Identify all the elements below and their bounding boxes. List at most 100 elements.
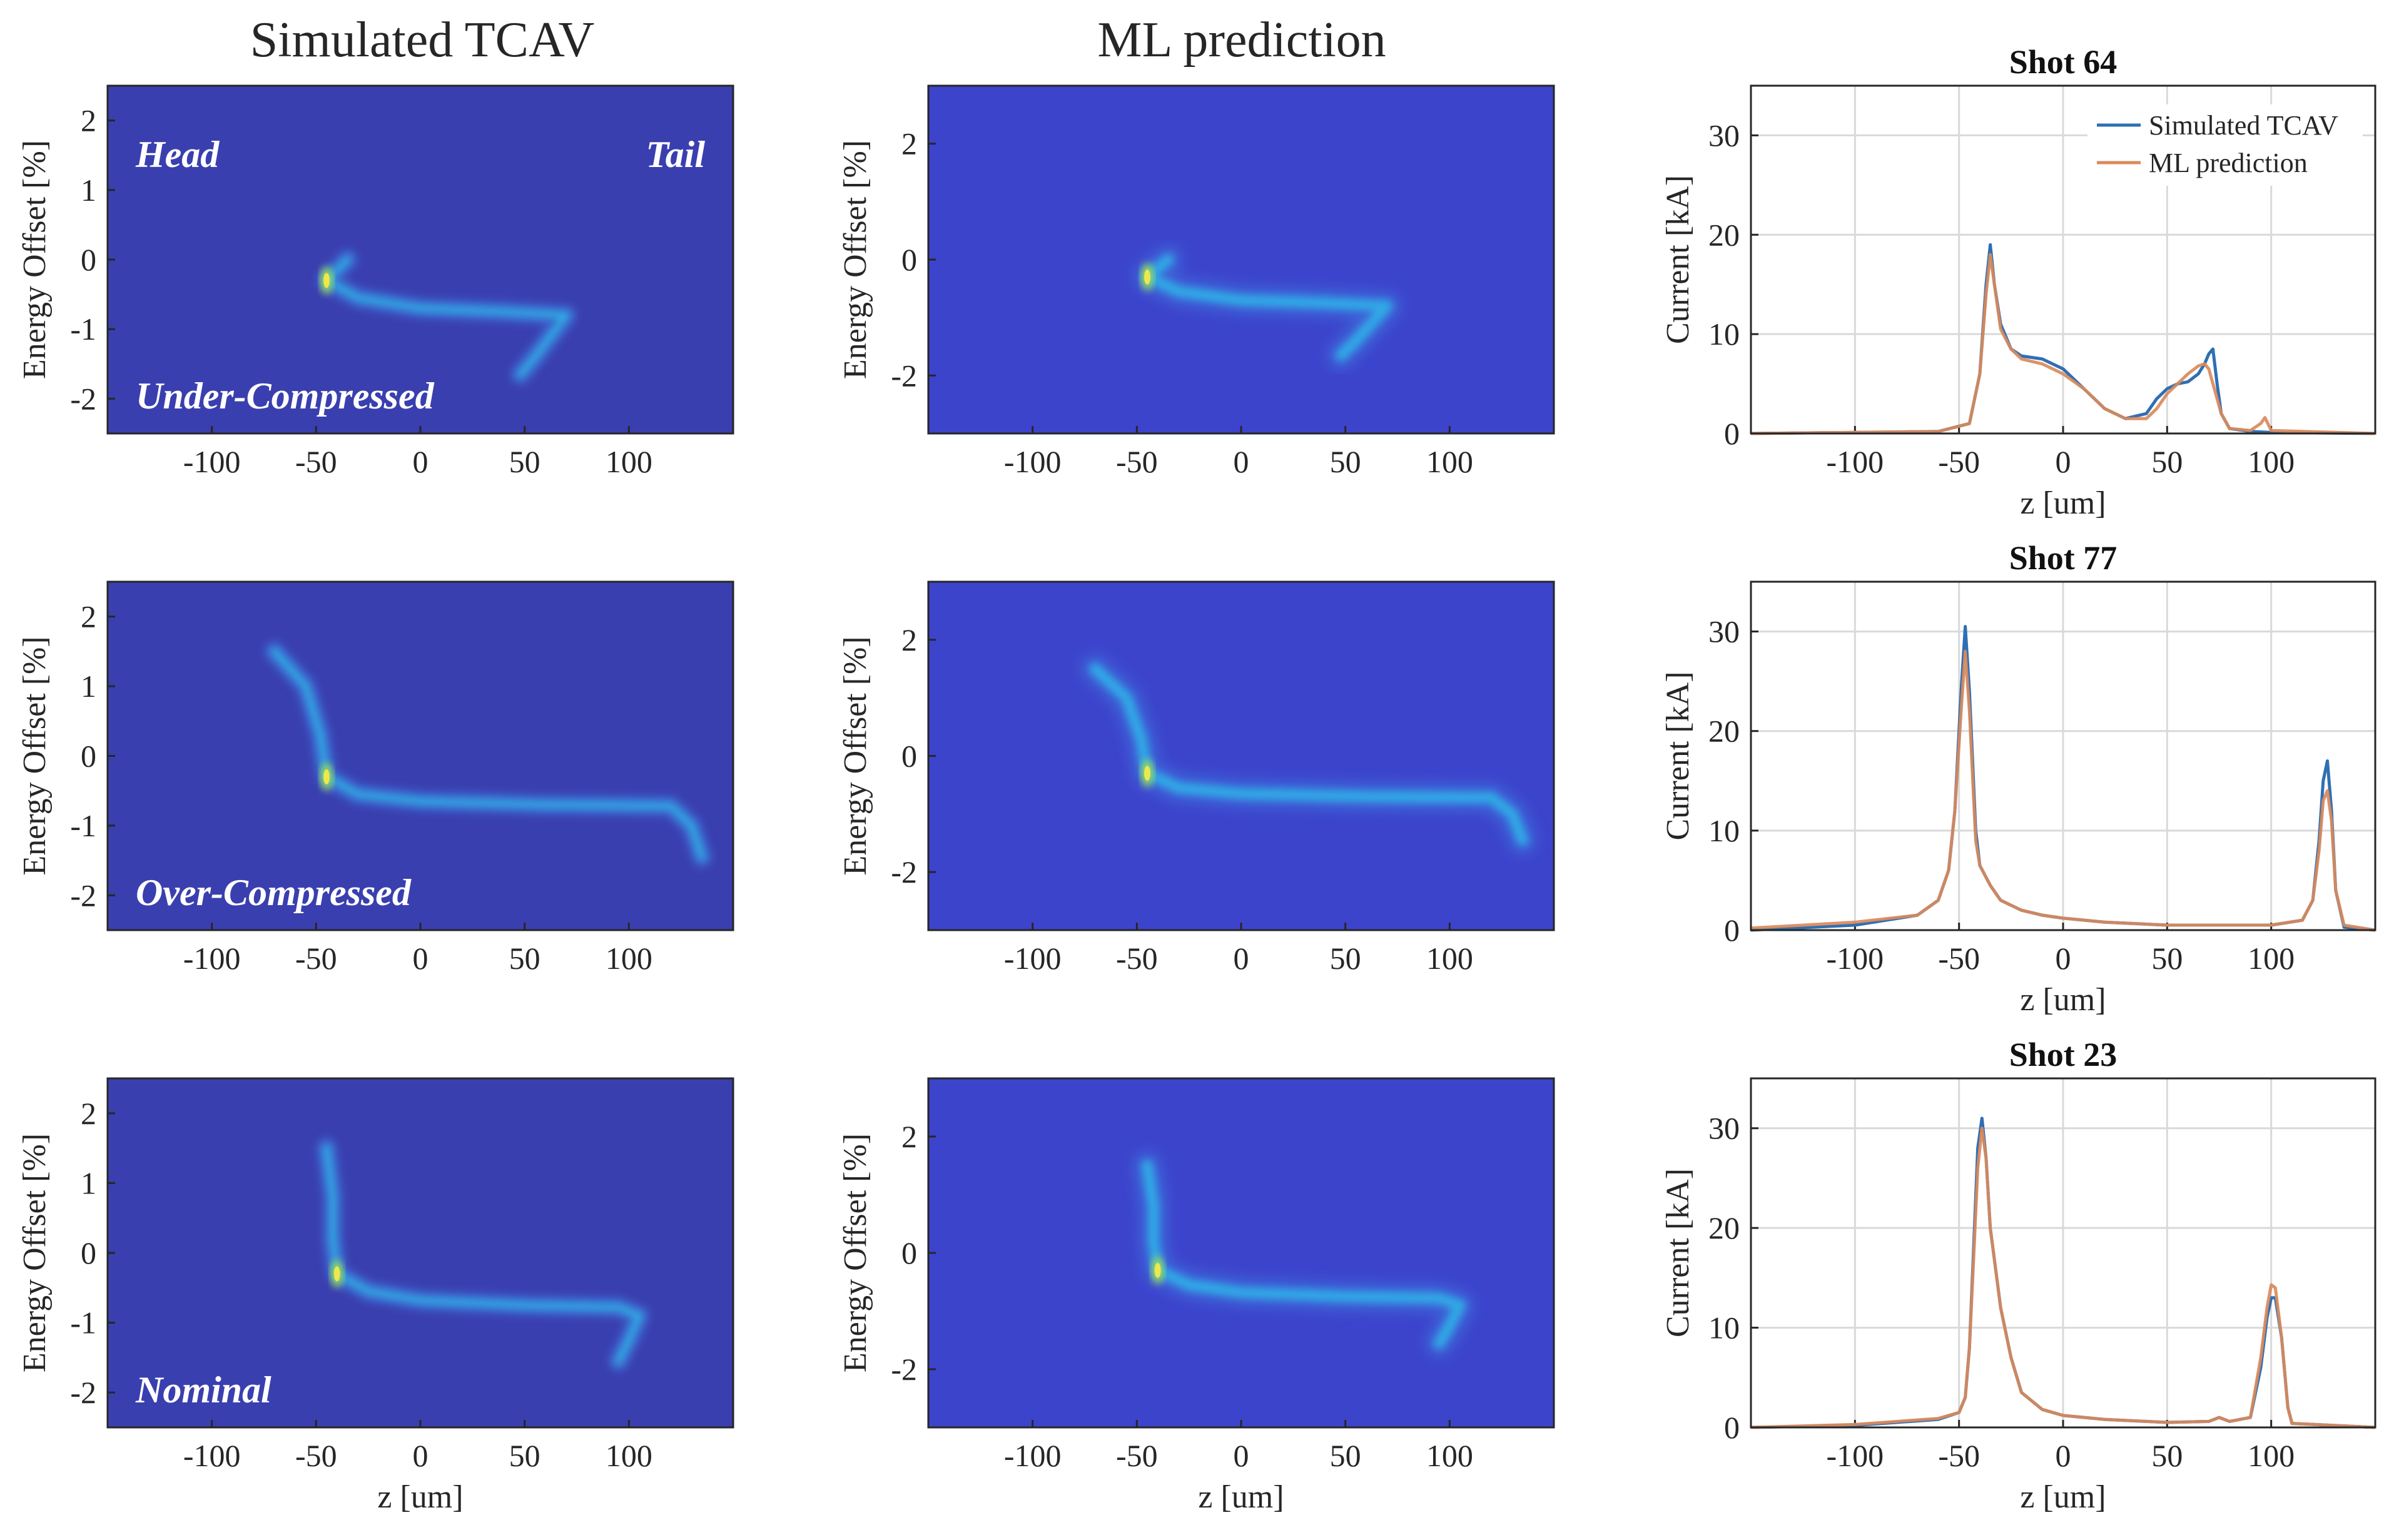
- image-background: [928, 86, 1554, 433]
- y-tick-label: 1: [81, 1165, 96, 1200]
- image-background: [928, 582, 1554, 930]
- density-group: [1133, 1151, 1474, 1358]
- axes-box: [1750, 1077, 2376, 1429]
- annotation-over-compressed: Over-Compressed: [136, 872, 412, 913]
- x-tick-label: 50: [1330, 941, 1361, 976]
- x-tick-label: 100: [2248, 941, 2295, 976]
- x-tick-label: 0: [413, 1438, 429, 1473]
- heatmap-panel-ml-row3: -100 -50 0 50 100 -2 0 2 z [um] Energy Offset [%]: [838, 1077, 1555, 1515]
- x-tick-label: 0: [2056, 1438, 2071, 1473]
- y-tick-label: 30: [1708, 118, 1740, 153]
- column-title-left: Simulated TCAV: [250, 13, 594, 68]
- y-tick-label: -1: [70, 312, 96, 347]
- y-tick-label: 1: [81, 173, 96, 208]
- density-core: [270, 647, 706, 861]
- legend-label: ML prediction: [2149, 148, 2308, 178]
- line-panel-shot-64: -100 -50 0 50 100 0 10 20 30 Simulated TCAV ML pre…: [1660, 43, 2376, 521]
- x-tick-label: -100: [1827, 941, 1884, 976]
- annotation-tail: Tail: [646, 134, 706, 175]
- y-tick-label: 0: [901, 739, 917, 774]
- density-peak-core: [1144, 269, 1150, 285]
- x-tick-label: -100: [1827, 444, 1884, 479]
- x-axis-label: z [um]: [2020, 1479, 2106, 1515]
- image-background: [108, 582, 733, 930]
- x-tick-label: 50: [2151, 444, 2183, 479]
- x-axis-label: z [um]: [1198, 1479, 1284, 1515]
- x-tick-label: 50: [2151, 941, 2183, 976]
- axes-box: [1750, 580, 2376, 931]
- density-peak-core: [323, 769, 330, 784]
- annotation-nominal: Nominal: [135, 1369, 271, 1411]
- density-group: [263, 641, 713, 868]
- y-axis-label: Energy Offset [%]: [838, 1133, 873, 1372]
- density-peak-core: [1144, 766, 1150, 781]
- y-tick-label: 2: [901, 622, 917, 657]
- y-axis-label: Energy Offset [%]: [838, 636, 873, 875]
- x-tick-label: 0: [1234, 941, 1249, 976]
- x-tick-label: 50: [509, 1438, 540, 1473]
- heatmap-panel-ml-row2: -100 -50 0 50 100 -2 0 2 Energy Offset [%]: [838, 580, 1555, 976]
- x-tick-label: -100: [1004, 941, 1062, 976]
- x-tick-label: -100: [1004, 444, 1062, 479]
- line-panel-shot-77: -100 -50 0 50 100 0 10 20 30 z [um] Current [kA] Sh…: [1660, 539, 2376, 1018]
- legend-box: [2087, 104, 2363, 186]
- x-tick-label: 50: [509, 444, 540, 479]
- x-tick-label: 100: [2248, 1438, 2295, 1473]
- y-tick-label: -2: [70, 381, 96, 416]
- density-group: [316, 249, 577, 385]
- y-tick-label: 0: [901, 1235, 917, 1270]
- y-axis-label: Energy Offset [%]: [17, 636, 53, 875]
- x-tick-label: -100: [1004, 1438, 1062, 1473]
- x-tick-label: 100: [1426, 444, 1473, 479]
- y-tick-label: 2: [81, 103, 96, 138]
- x-tick-label: 0: [1234, 1438, 1249, 1473]
- x-tick-label: 0: [2056, 444, 2071, 479]
- y-tick-label: -1: [70, 1305, 96, 1340]
- y-tick-label: 0: [1724, 913, 1740, 948]
- x-tick-label: 0: [413, 941, 429, 976]
- legend-label: Simulated TCAV: [2149, 110, 2338, 141]
- x-tick-label: 50: [509, 941, 540, 976]
- x-tick-label: -50: [295, 444, 337, 479]
- heatmap-panel-tcav-row2: -100 -50 0 50 100 -2 -1 0 1 2 Over-Compressed Energ…: [17, 580, 734, 976]
- annotation-under-compressed: Under-Compressed: [136, 375, 435, 417]
- y-tick-label: 2: [901, 1119, 917, 1154]
- x-tick-label: -100: [183, 1438, 241, 1473]
- y-axis-label: Current [kA]: [1660, 671, 1696, 840]
- y-tick-label: 0: [81, 242, 96, 277]
- x-tick-label: 50: [2151, 1438, 2183, 1473]
- y-axis-label: Current [kA]: [1660, 1168, 1696, 1337]
- y-tick-label: 0: [1724, 416, 1740, 451]
- series-line-ml-prediction: [1750, 1127, 2376, 1429]
- image-background: [928, 1078, 1554, 1427]
- x-tick-label: 0: [1234, 444, 1249, 479]
- y-tick-label: -2: [891, 1352, 917, 1387]
- x-tick-label: -100: [1827, 1438, 1884, 1473]
- x-axis-label: z [um]: [2020, 485, 2106, 521]
- series-line-simulated-tcav: [1750, 243, 2376, 435]
- x-tick-label: 100: [1426, 1438, 1473, 1473]
- y-tick-label: 0: [1724, 1410, 1740, 1445]
- density-core: [1142, 1160, 1466, 1349]
- heatmap-panel-tcav-row3: -100 -50 0 50 100 -2 -1 0 1 2 Nominal z [um] Energy …: [17, 1077, 734, 1515]
- y-tick-label: 10: [1708, 317, 1740, 352]
- line-panel-shot-23: -100 -50 0 50 100 0 10 20 30 z [um] Current [kA] Sh…: [1660, 1036, 2376, 1515]
- y-tick-label: 0: [81, 1235, 96, 1270]
- density-peak-core: [323, 273, 330, 288]
- density-group: [316, 1137, 650, 1372]
- y-axis-label: Energy Offset [%]: [17, 140, 53, 379]
- x-tick-label: 100: [1426, 941, 1473, 976]
- x-tick-label: 100: [606, 1438, 652, 1473]
- x-tick-label: -100: [183, 444, 241, 479]
- heatmap-panel-tcav-row1: -100 -50 0 50 100 -2 -1 0 1 2 Head Tail Under-Compre…: [17, 84, 734, 479]
- x-tick-label: 100: [606, 444, 652, 479]
- x-tick-label: 50: [1330, 444, 1361, 479]
- y-tick-label: -2: [891, 358, 917, 393]
- y-tick-label: 2: [81, 599, 96, 634]
- column-title-middle: ML prediction: [1097, 13, 1386, 68]
- axes-box: [1750, 84, 2376, 435]
- y-axis-label: Current [kA]: [1660, 175, 1696, 344]
- y-tick-label: 10: [1708, 813, 1740, 848]
